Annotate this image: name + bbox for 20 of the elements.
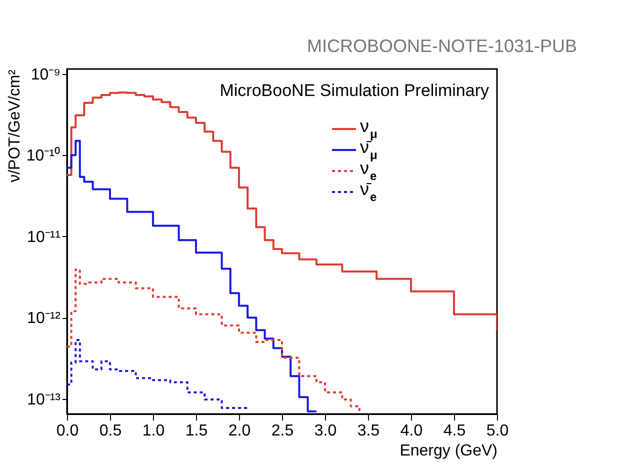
y-axis-title: ν/POT/GeV/cm² — [6, 68, 24, 182]
x-tick-label: 1.0 — [142, 422, 165, 440]
x-tick-label: 2.5 — [271, 422, 294, 440]
y-tick-label: 10⁻¹¹ — [27, 228, 60, 246]
x-tick-label: 4.5 — [443, 422, 466, 440]
y-tick-label: 10⁻¹³ — [27, 391, 62, 408]
text: MICROBOONE-NOTE-1031-PUB — [306, 36, 577, 56]
y-tick-label: 10⁻¹⁰ — [26, 146, 60, 165]
x-tick-label: 0.0 — [56, 422, 79, 440]
y-tick-label: 10⁻¹² — [27, 310, 62, 328]
y-tick-label: 10⁻⁹ — [30, 66, 60, 84]
x-tick-label: 3.5 — [357, 422, 380, 440]
x-axis-title: Energy (GeV) — [400, 442, 498, 460]
annotation: MicroBooNE Simulation Preliminary — [220, 81, 490, 100]
x-tick-label: 5.0 — [486, 422, 509, 440]
x-tick-label: 2.0 — [228, 422, 251, 440]
x-tick-label: 1.5 — [185, 422, 208, 440]
x-tick-label: 4.0 — [400, 422, 423, 440]
x-tick-label: 0.5 — [99, 422, 122, 440]
x-tick-label: 3.0 — [314, 422, 337, 440]
